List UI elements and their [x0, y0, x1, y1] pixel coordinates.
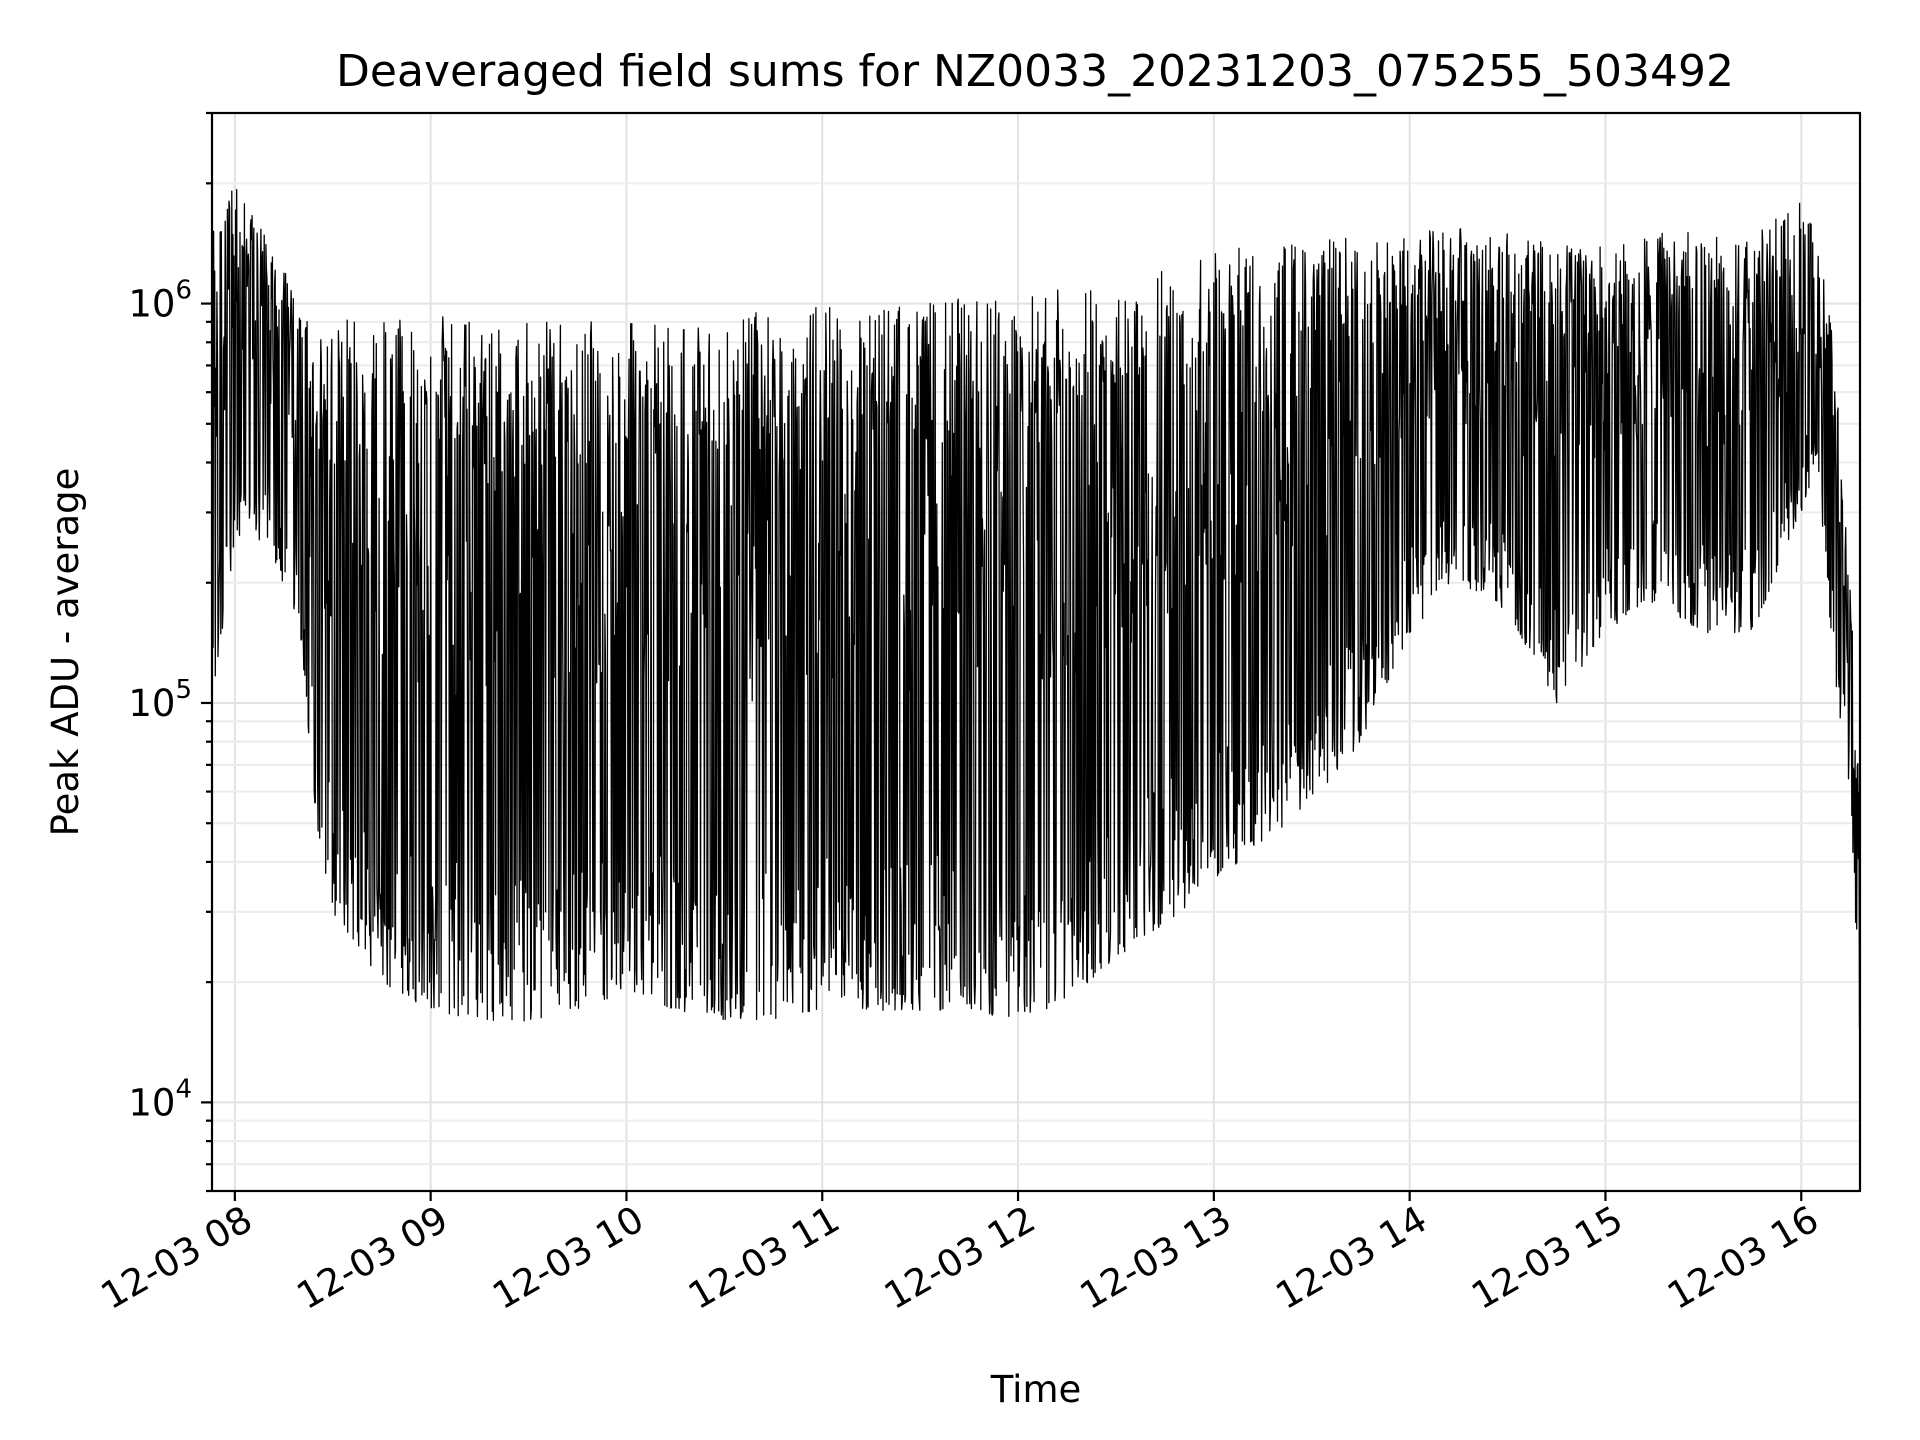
x-tick-label-7: 12-03 15 [1464, 1198, 1630, 1318]
x-tick-label-1: 12-03 09 [290, 1198, 456, 1318]
y-tick-label-1: 105 [128, 675, 192, 725]
series-line [211, 188, 1861, 1030]
x-axis-label: Time [990, 1368, 1082, 1411]
y-axis-label: Peak ADU - average [44, 468, 87, 837]
y-tick-label-0: 104 [128, 1074, 192, 1124]
y-axis: 104 105 106 [128, 111, 212, 1193]
x-tick-label-8: 12-03 16 [1660, 1198, 1826, 1318]
x-tick-label-6: 12-03 14 [1269, 1198, 1435, 1318]
x-tick-label-3: 12-03 11 [681, 1198, 847, 1318]
x-tick-label-2: 12-03 10 [485, 1198, 651, 1318]
plot-frame [210, 111, 1862, 1193]
x-axis: 12-03 08 12-03 09 12-03 10 12-03 11 12-03 12… [94, 1191, 1826, 1318]
x-tick-label-5: 12-03 13 [1073, 1198, 1239, 1318]
series-group [211, 188, 1861, 1030]
x-tick-label-0: 12-03 08 [94, 1198, 260, 1318]
chart-title: Deaveraged field sums for NZ0033_2023120… [336, 46, 1734, 97]
x-tick-label-4: 12-03 12 [877, 1198, 1043, 1318]
y-tick-label-2: 106 [128, 276, 192, 326]
